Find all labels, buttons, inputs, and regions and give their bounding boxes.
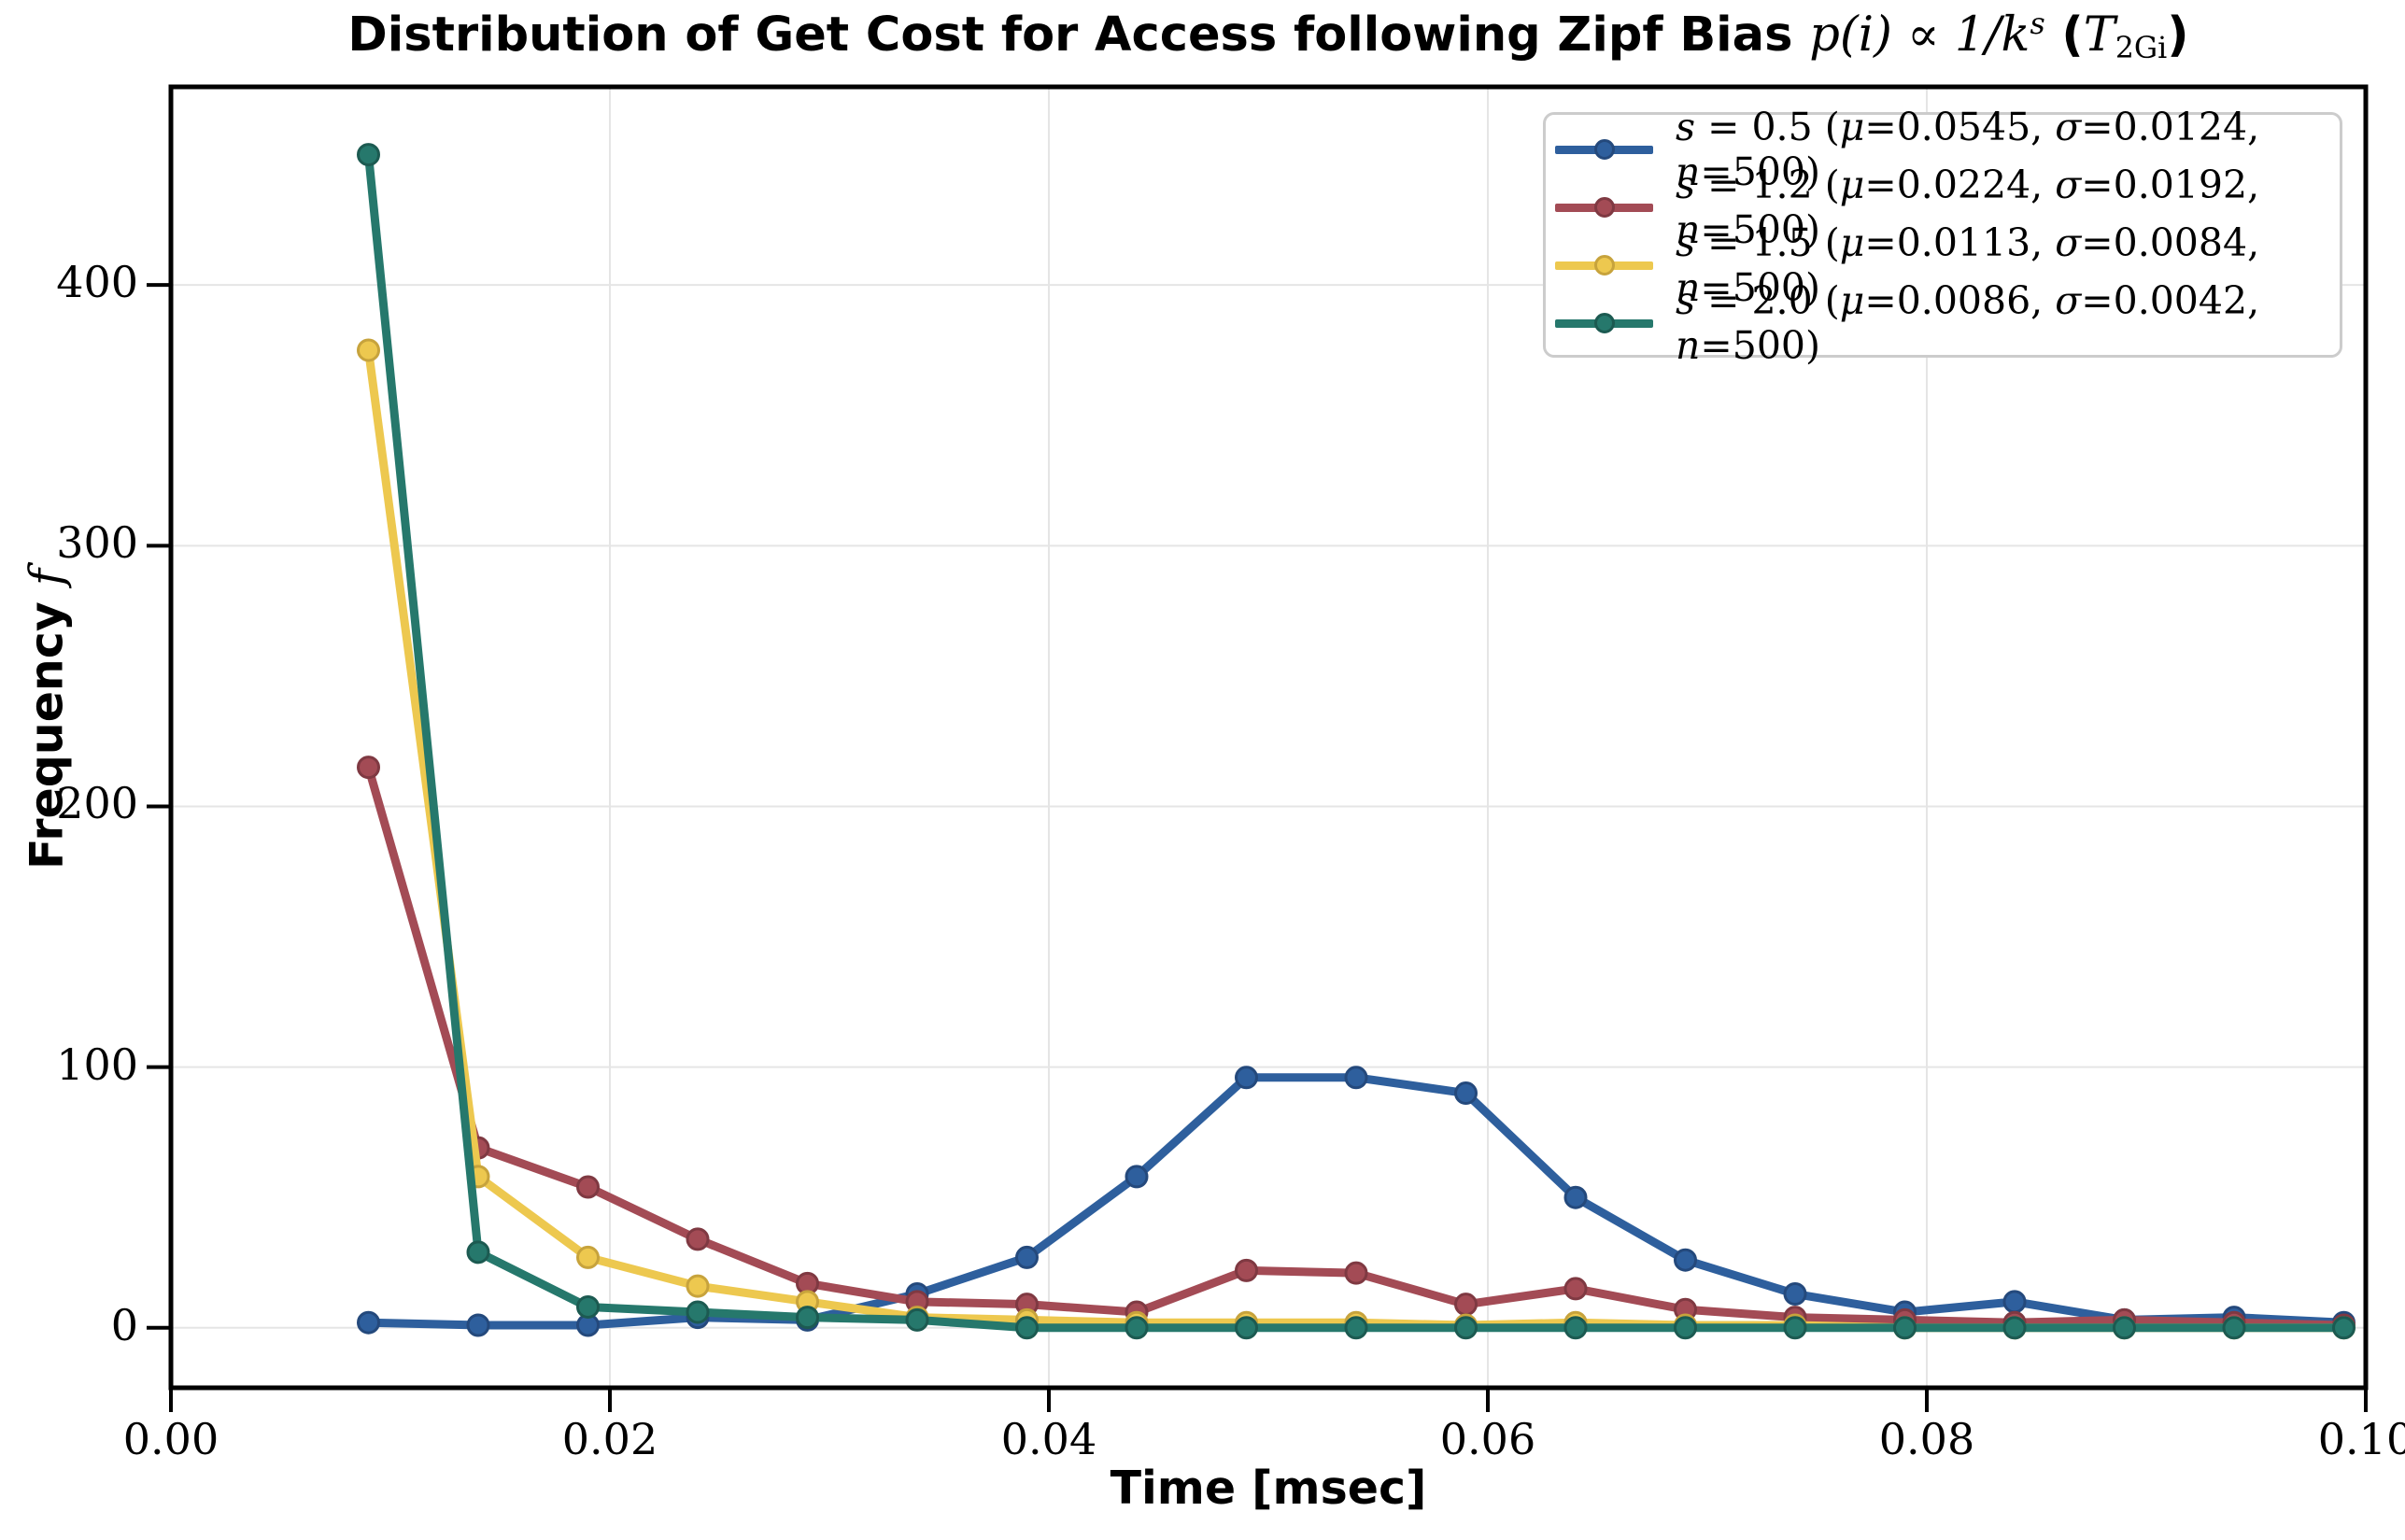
- data-point: [1454, 1316, 1478, 1340]
- text-part: f: [20, 569, 74, 586]
- data-point: [1454, 1293, 1478, 1317]
- data-point: [1235, 1316, 1258, 1340]
- plot-border: [168, 84, 2369, 1391]
- data-point: [466, 1240, 490, 1264]
- data-point: [1674, 1248, 1697, 1272]
- data-point: [2002, 1316, 2027, 1340]
- data-point: [686, 1274, 710, 1298]
- data-point: [2222, 1316, 2246, 1340]
- legend-marker-icon: [1555, 137, 1653, 162]
- series-line-2: [364, 763, 2348, 1330]
- x-tick-label-0.06: 0.06: [1439, 1414, 1536, 1464]
- data-point: [905, 1307, 929, 1332]
- series-line-3: [364, 346, 2348, 1333]
- text-part: Distribution of Get Cost for Access foll…: [347, 7, 1810, 63]
- data-point: [2332, 1316, 2355, 1340]
- data-point: [357, 143, 380, 167]
- data-point: [576, 1294, 600, 1319]
- data-point: [576, 1245, 600, 1269]
- y-tick-label-100: 100: [56, 1038, 138, 1090]
- text-part: s: [2030, 7, 2045, 41]
- x-axis-label: Time [msec]: [1110, 1462, 1427, 1515]
- data-point: [1344, 1066, 1368, 1090]
- text-part: T: [2083, 7, 2115, 63]
- data-point: [1344, 1261, 1368, 1285]
- legend-entry-1: s = 0.5 (μ=0.0545, σ=0.0124, n=500): [1555, 105, 2330, 194]
- legend-entry-4: s = 2.0 (μ=0.0086, σ=0.0042, n=500): [1555, 278, 2330, 368]
- data-point: [796, 1306, 819, 1330]
- data-point: [357, 1310, 380, 1335]
- data-point: [1454, 1081, 1478, 1106]
- data-point: [2002, 1290, 2027, 1314]
- y-tick-label-0: 0: [110, 1299, 138, 1350]
- text-part: ): [2167, 7, 2189, 63]
- text-part: p(i) ∝ 1/k: [1809, 7, 2030, 63]
- legend-label: s = 0.5 (μ=0.0545, σ=0.0124, n=500): [1676, 105, 2260, 194]
- data-point: [1893, 1316, 1917, 1340]
- legend-marker-icon: [1555, 253, 1653, 277]
- y-tick-label-200: 200: [56, 778, 138, 829]
- data-point: [1783, 1316, 1807, 1340]
- x-tick-label-0.00: 0.00: [122, 1414, 219, 1464]
- data-point: [1563, 1185, 1588, 1209]
- legend: s = 0.5 (μ=0.0545, σ=0.0124, n=500) s = 1…: [1543, 105, 2342, 368]
- data-point: [2113, 1316, 2136, 1340]
- data-point: [357, 756, 380, 780]
- text-part: (: [2044, 7, 2084, 63]
- x-tick-label-0.02: 0.02: [561, 1414, 658, 1464]
- y-tick-label-300: 300: [56, 517, 138, 569]
- data-point: [1015, 1316, 1039, 1340]
- data-point: [1563, 1316, 1588, 1340]
- legend-label: s = 2.0 (μ=0.0086, σ=0.0042, n=500): [1676, 278, 2260, 368]
- legend-marker-icon: [1555, 311, 1653, 335]
- data-point: [1235, 1066, 1258, 1090]
- data-point: [686, 1300, 710, 1324]
- x-tick-label-0.04: 0.04: [1000, 1414, 1097, 1464]
- data-point: [1015, 1245, 1039, 1269]
- data-point: [357, 338, 380, 362]
- legend-entry-3: s = 1.5 (μ=0.0113, σ=0.0084, n=500): [1555, 220, 2330, 310]
- data-point: [1235, 1258, 1258, 1282]
- text-part: 2Gi: [2115, 31, 2168, 65]
- legend-label: s = 1.5 (μ=0.0113, σ=0.0084, n=500): [1676, 220, 2260, 310]
- data-point: [1674, 1316, 1697, 1340]
- x-tick-label-0.10: 0.10: [2317, 1414, 2405, 1464]
- data-point: [1344, 1316, 1368, 1340]
- series-line-1: [364, 1073, 2348, 1330]
- x-tick-label-0.08: 0.08: [1878, 1414, 1975, 1464]
- y-tick-label-400: 400: [56, 257, 138, 308]
- data-point: [1125, 1165, 1149, 1189]
- chart-title: Distribution of Get Cost for Access foll…: [171, 7, 2366, 65]
- data-point: [466, 1313, 490, 1337]
- legend-entry-2: s = 1.2 (μ=0.0224, σ=0.0192, n=500): [1555, 162, 2330, 252]
- data-point: [576, 1175, 600, 1199]
- legend-label: s = 1.2 (μ=0.0224, σ=0.0192, n=500): [1676, 162, 2260, 252]
- data-point: [686, 1227, 710, 1251]
- data-point: [1783, 1282, 1807, 1307]
- legend-marker-icon: [1555, 195, 1653, 219]
- data-point: [1125, 1316, 1149, 1340]
- data-point: [1563, 1277, 1588, 1301]
